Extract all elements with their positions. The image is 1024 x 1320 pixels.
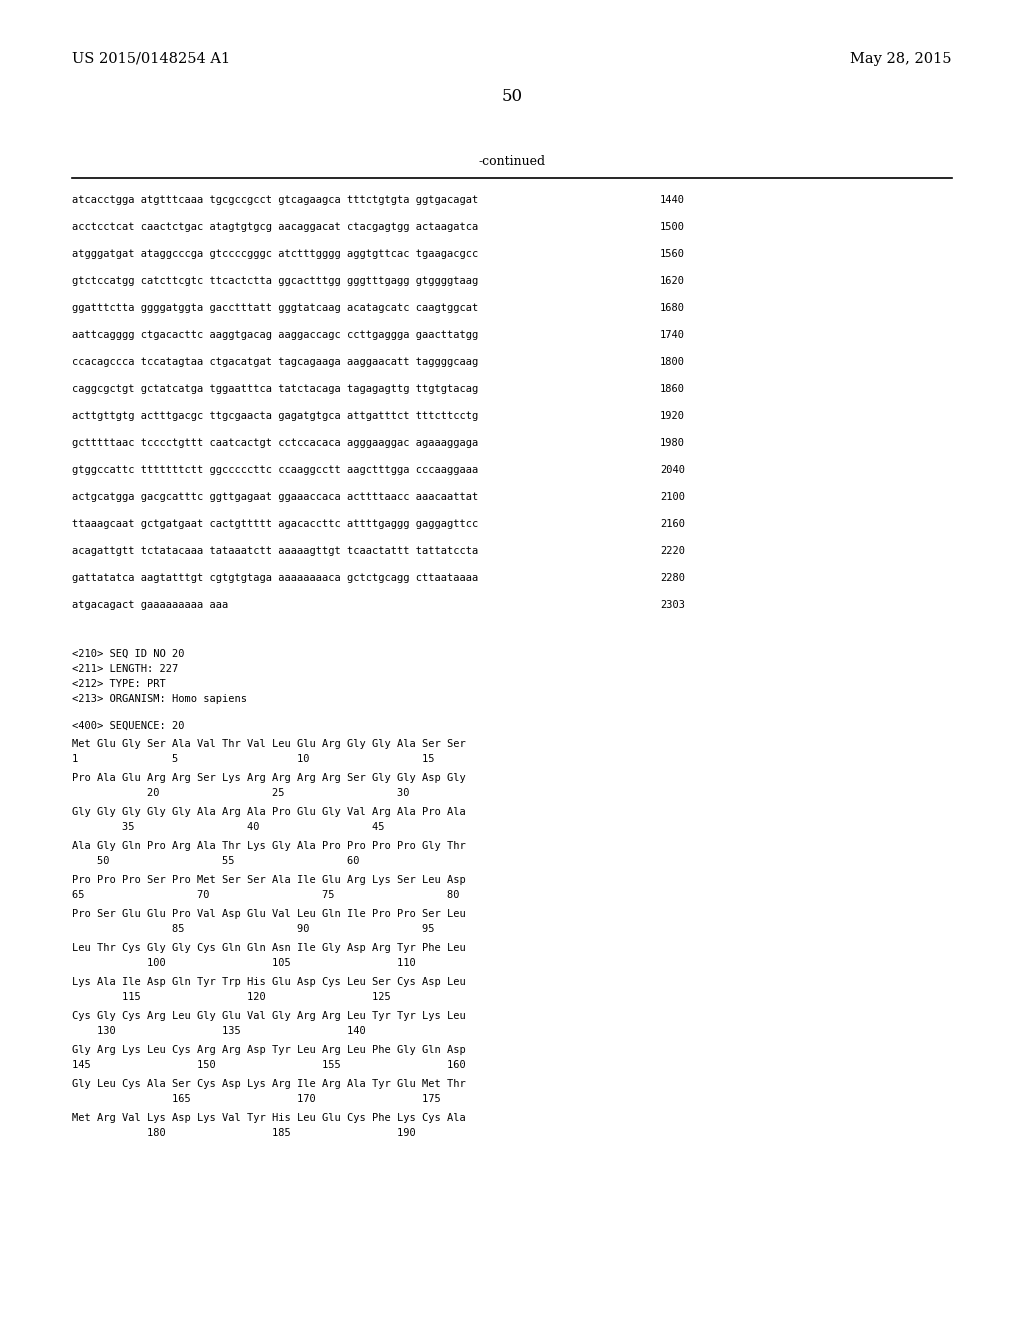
Text: -continued: -continued	[478, 154, 546, 168]
Text: Met Arg Val Lys Asp Lys Val Tyr His Leu Glu Cys Phe Lys Cys Ala: Met Arg Val Lys Asp Lys Val Tyr His Leu …	[72, 1113, 466, 1123]
Text: 2280: 2280	[660, 573, 685, 583]
Text: 2040: 2040	[660, 465, 685, 475]
Text: 145                 150                 155                 160: 145 150 155 160	[72, 1060, 466, 1071]
Text: Gly Gly Gly Gly Gly Ala Arg Ala Pro Glu Gly Val Arg Ala Pro Ala: Gly Gly Gly Gly Gly Ala Arg Ala Pro Glu …	[72, 807, 466, 817]
Text: Gly Leu Cys Ala Ser Cys Asp Lys Arg Ile Arg Ala Tyr Glu Met Thr: Gly Leu Cys Ala Ser Cys Asp Lys Arg Ile …	[72, 1078, 466, 1089]
Text: ccacagccca tccatagtaa ctgacatgat tagcagaaga aaggaacatt taggggcaag: ccacagccca tccatagtaa ctgacatgat tagcaga…	[72, 356, 478, 367]
Text: ggatttctta ggggatggta gacctttatt gggtatcaag acatagcatc caagtggcat: ggatttctta ggggatggta gacctttatt gggtatc…	[72, 304, 478, 313]
Text: Pro Ala Glu Arg Arg Ser Lys Arg Arg Arg Arg Ser Gly Gly Asp Gly: Pro Ala Glu Arg Arg Ser Lys Arg Arg Arg …	[72, 774, 466, 783]
Text: 1620: 1620	[660, 276, 685, 286]
Text: atgggatgat ataggcccga gtccccgggc atctttgggg aggtgttcac tgaagacgcc: atgggatgat ataggcccga gtccccgggc atctttg…	[72, 249, 478, 259]
Text: <213> ORGANISM: Homo sapiens: <213> ORGANISM: Homo sapiens	[72, 694, 247, 704]
Text: 2100: 2100	[660, 492, 685, 502]
Text: 115                 120                 125: 115 120 125	[72, 993, 391, 1002]
Text: Met Glu Gly Ser Ala Val Thr Val Leu Glu Arg Gly Gly Ala Ser Ser: Met Glu Gly Ser Ala Val Thr Val Leu Glu …	[72, 739, 466, 748]
Text: 1920: 1920	[660, 411, 685, 421]
Text: Pro Ser Glu Glu Pro Val Asp Glu Val Leu Gln Ile Pro Pro Ser Leu: Pro Ser Glu Glu Pro Val Asp Glu Val Leu …	[72, 909, 466, 919]
Text: May 28, 2015: May 28, 2015	[851, 51, 952, 66]
Text: 50                  55                  60: 50 55 60	[72, 855, 359, 866]
Text: Lys Ala Ile Asp Gln Tyr Trp His Glu Asp Cys Leu Ser Cys Asp Leu: Lys Ala Ile Asp Gln Tyr Trp His Glu Asp …	[72, 977, 466, 987]
Text: US 2015/0148254 A1: US 2015/0148254 A1	[72, 51, 230, 66]
Text: 100                 105                 110: 100 105 110	[72, 958, 416, 968]
Text: 1860: 1860	[660, 384, 685, 393]
Text: actgcatgga gacgcatttc ggttgagaat ggaaaccaca acttttaacc aaacaattat: actgcatgga gacgcatttc ggttgagaat ggaaacc…	[72, 492, 478, 502]
Text: atcacctgga atgtttcaaa tgcgccgcct gtcagaagca tttctgtgta ggtgacagat: atcacctgga atgtttcaaa tgcgccgcct gtcagaa…	[72, 195, 478, 205]
Text: 1800: 1800	[660, 356, 685, 367]
Text: <212> TYPE: PRT: <212> TYPE: PRT	[72, 678, 166, 689]
Text: 85                  90                  95: 85 90 95	[72, 924, 434, 935]
Text: 2160: 2160	[660, 519, 685, 529]
Text: <211> LENGTH: 227: <211> LENGTH: 227	[72, 664, 178, 675]
Text: 1680: 1680	[660, 304, 685, 313]
Text: acctcctcat caactctgac atagtgtgcg aacaggacat ctacgagtgg actaagatca: acctcctcat caactctgac atagtgtgcg aacagga…	[72, 222, 478, 232]
Text: 50: 50	[502, 88, 522, 106]
Text: 165                 170                 175: 165 170 175	[72, 1094, 440, 1104]
Text: 2220: 2220	[660, 546, 685, 556]
Text: Ala Gly Gln Pro Arg Ala Thr Lys Gly Ala Pro Pro Pro Pro Gly Thr: Ala Gly Gln Pro Arg Ala Thr Lys Gly Ala …	[72, 841, 466, 851]
Text: gctttttaac tcccctgttt caatcactgt cctccacaca agggaaggac agaaaggaga: gctttttaac tcccctgttt caatcactgt cctccac…	[72, 438, 478, 447]
Text: 20                  25                  30: 20 25 30	[72, 788, 410, 799]
Text: 1               5                   10                  15: 1 5 10 15	[72, 754, 434, 764]
Text: atgacagact gaaaaaaaaa aaa: atgacagact gaaaaaaaaa aaa	[72, 601, 228, 610]
Text: gtctccatgg catcttcgtc ttcactctta ggcactttgg gggtttgagg gtggggtaag: gtctccatgg catcttcgtc ttcactctta ggcactt…	[72, 276, 478, 286]
Text: <400> SEQUENCE: 20: <400> SEQUENCE: 20	[72, 721, 184, 731]
Text: ttaaagcaat gctgatgaat cactgttttt agacaccttc attttgaggg gaggagttcc: ttaaagcaat gctgatgaat cactgttttt agacacc…	[72, 519, 478, 529]
Text: 130                 135                 140: 130 135 140	[72, 1026, 366, 1036]
Text: gtggccattc tttttttctt ggcccccttc ccaaggcctt aagctttgga cccaaggaaa: gtggccattc tttttttctt ggcccccttc ccaaggc…	[72, 465, 478, 475]
Text: acagattgtt tctatacaaa tataaatctt aaaaagttgt tcaactattt tattatccta: acagattgtt tctatacaaa tataaatctt aaaaagt…	[72, 546, 478, 556]
Text: Leu Thr Cys Gly Gly Cys Gln Gln Asn Ile Gly Asp Arg Tyr Phe Leu: Leu Thr Cys Gly Gly Cys Gln Gln Asn Ile …	[72, 942, 466, 953]
Text: aattcagggg ctgacacttc aaggtgacag aaggaccagc ccttgaggga gaacttatgg: aattcagggg ctgacacttc aaggtgacag aaggacc…	[72, 330, 478, 341]
Text: Pro Pro Pro Ser Pro Met Ser Ser Ala Ile Glu Arg Lys Ser Leu Asp: Pro Pro Pro Ser Pro Met Ser Ser Ala Ile …	[72, 875, 466, 884]
Text: gattatatca aagtatttgt cgtgtgtaga aaaaaaaaca gctctgcagg cttaataaaa: gattatatca aagtatttgt cgtgtgtaga aaaaaaa…	[72, 573, 478, 583]
Text: 35                  40                  45: 35 40 45	[72, 822, 384, 832]
Text: 180                 185                 190: 180 185 190	[72, 1129, 416, 1138]
Text: 65                  70                  75                  80: 65 70 75 80	[72, 890, 460, 900]
Text: 1560: 1560	[660, 249, 685, 259]
Text: 1500: 1500	[660, 222, 685, 232]
Text: Cys Gly Cys Arg Leu Gly Glu Val Gly Arg Arg Leu Tyr Tyr Lys Leu: Cys Gly Cys Arg Leu Gly Glu Val Gly Arg …	[72, 1011, 466, 1020]
Text: 1740: 1740	[660, 330, 685, 341]
Text: 1980: 1980	[660, 438, 685, 447]
Text: <210> SEQ ID NO 20: <210> SEQ ID NO 20	[72, 649, 184, 659]
Text: Gly Arg Lys Leu Cys Arg Arg Asp Tyr Leu Arg Leu Phe Gly Gln Asp: Gly Arg Lys Leu Cys Arg Arg Asp Tyr Leu …	[72, 1045, 466, 1055]
Text: acttgttgtg actttgacgc ttgcgaacta gagatgtgca attgatttct tttcttcctg: acttgttgtg actttgacgc ttgcgaacta gagatgt…	[72, 411, 478, 421]
Text: 1440: 1440	[660, 195, 685, 205]
Text: 2303: 2303	[660, 601, 685, 610]
Text: caggcgctgt gctatcatga tggaatttca tatctacaga tagagagttg ttgtgtacag: caggcgctgt gctatcatga tggaatttca tatctac…	[72, 384, 478, 393]
